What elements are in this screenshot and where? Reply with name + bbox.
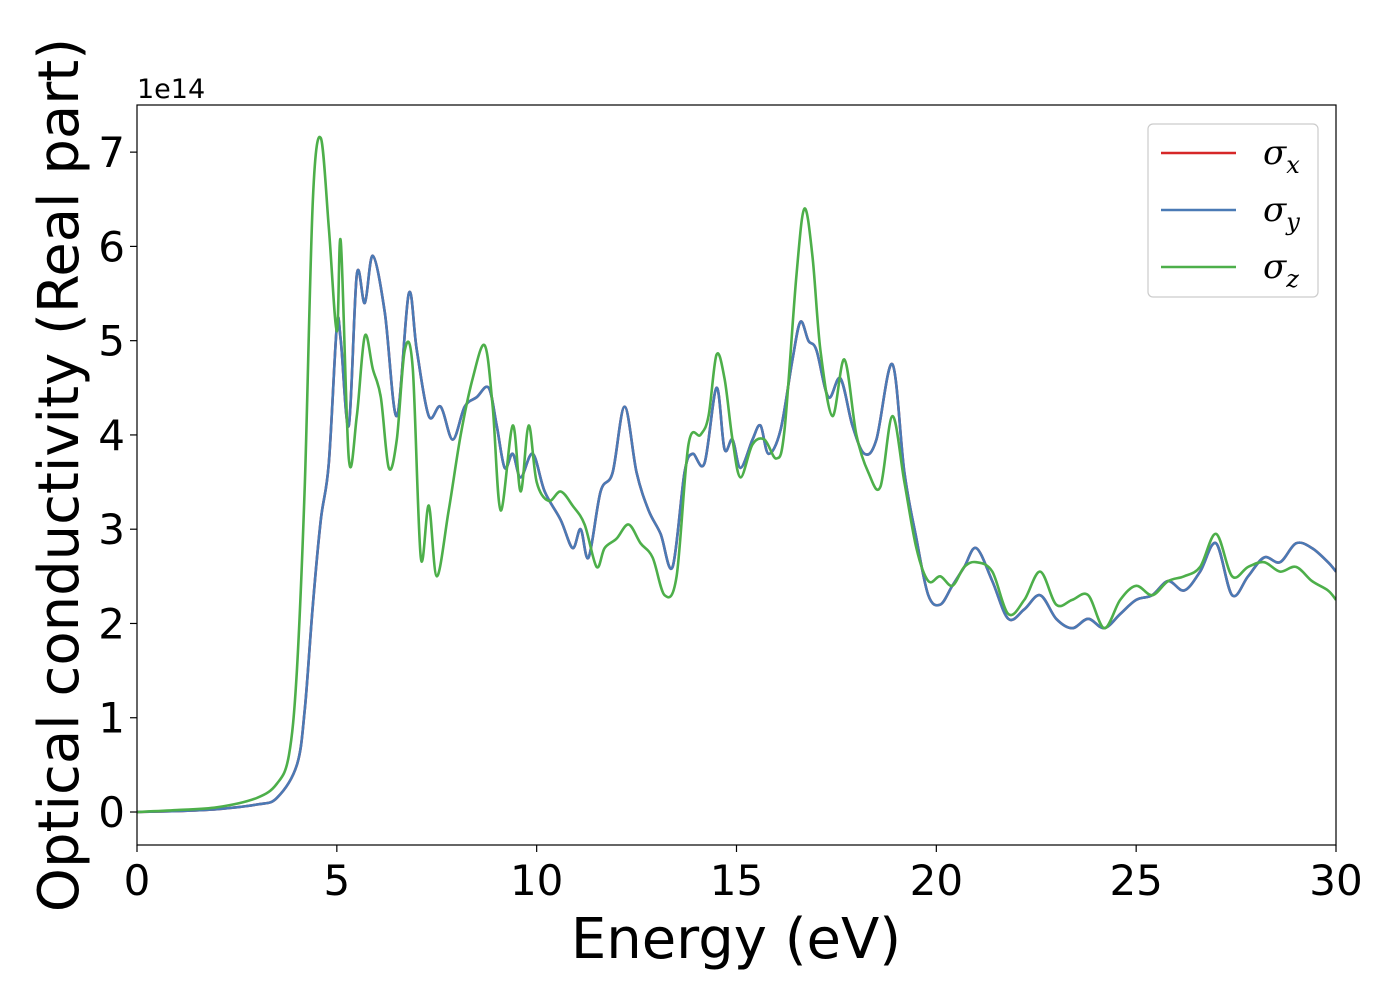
y-axis-title: Optical conductivity (Real part): [27, 38, 92, 912]
y-offset-label: 1e14: [137, 74, 205, 105]
legend-label: σz: [1263, 247, 1299, 293]
x-tick-label: 10: [510, 856, 563, 905]
y-tick-label: 0: [98, 788, 125, 837]
x-tick-label: 20: [910, 856, 963, 905]
legend-label-base: σ: [1263, 190, 1287, 230]
legend-label-base: σ: [1263, 133, 1287, 173]
legend-label: σy: [1263, 190, 1300, 236]
x-tick-label: 25: [1109, 856, 1162, 905]
y-tick-label: 6: [98, 222, 125, 271]
legend-label-subscript: z: [1285, 265, 1299, 293]
legend-label-base: σ: [1263, 247, 1287, 287]
x-tick-label: 5: [323, 856, 350, 905]
y-tick-label: 1: [98, 694, 125, 743]
x-tick-label: 15: [710, 856, 763, 905]
y-tick-label: 4: [98, 411, 125, 460]
series-line-σz: [137, 135, 1336, 814]
y-tick-label: 2: [98, 599, 125, 648]
x-tick-label: 0: [124, 856, 151, 905]
y-axis: 0 1 2 3 4 5 6 7: [98, 128, 137, 837]
legend-label-subscript: y: [1285, 208, 1300, 236]
plot-area: [137, 105, 1336, 845]
legend-label: σx: [1263, 133, 1300, 179]
y-tick-label: 5: [98, 317, 125, 366]
legend-label-subscript: x: [1286, 151, 1300, 179]
series-layer: [137, 135, 1336, 814]
x-axis: 0 5 10 15 20 25 30: [124, 845, 1363, 905]
x-tick-label: 30: [1309, 856, 1362, 905]
x-axis-title: Energy (eV): [571, 907, 901, 972]
series-line-σy: [137, 254, 1336, 814]
y-tick-label: 3: [98, 505, 125, 554]
y-tick-label: 7: [98, 128, 125, 177]
